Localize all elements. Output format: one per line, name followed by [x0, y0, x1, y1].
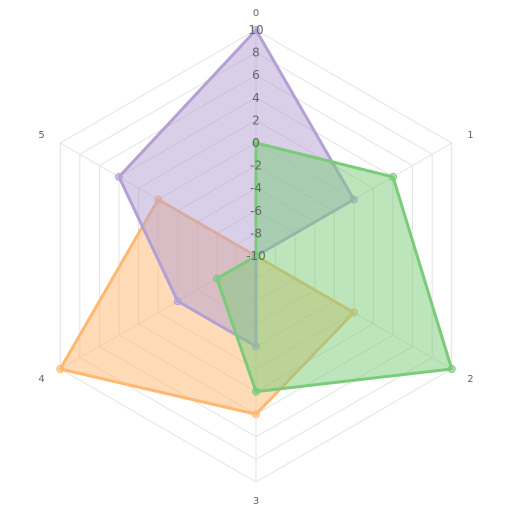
- tick-label-6: 2: [252, 113, 260, 127]
- tick-label-2: -6: [250, 204, 262, 218]
- series-0-point-4: [56, 365, 65, 373]
- series-2-point-1: [389, 172, 398, 181]
- series-1-point-0: [252, 26, 260, 34]
- axis-label-4: 4: [38, 374, 44, 385]
- tick-label-7: 4: [252, 91, 260, 105]
- axis-label-0: 0: [253, 8, 259, 19]
- tick-label-1: -8: [250, 226, 262, 240]
- series-2-point-5: [252, 252, 260, 260]
- tick-label-10: 10: [248, 23, 263, 37]
- series-1-point-4: [173, 297, 182, 306]
- axis-label-1: 1: [467, 130, 473, 141]
- series-2-point-4: [212, 274, 221, 283]
- tick-label-3: -4: [250, 181, 262, 195]
- axis-label-3: 3: [253, 496, 259, 507]
- tick-label-9: 8: [252, 46, 260, 60]
- series-2-point-2: [447, 365, 456, 373]
- tick-label-5: 0: [252, 136, 260, 150]
- axis-label-2: 2: [467, 374, 473, 385]
- axis-label-layer: 0 1 2 3 4 5: [38, 8, 473, 507]
- series-1-point-5: [114, 172, 123, 181]
- tick-label-4: -2: [250, 159, 262, 173]
- series-layer: [56, 26, 456, 419]
- axis-label-5: 5: [38, 130, 44, 141]
- tick-label-layer: -10 -8 -6 -4 -2 0 2 4 6 8 10: [246, 23, 266, 263]
- tick-label-8: 6: [252, 68, 260, 82]
- series-2-point-3: [252, 387, 260, 396]
- series-0-point-3: [252, 410, 260, 419]
- series-2-point-0: [252, 139, 260, 147]
- tick-label-0: -10: [246, 249, 266, 263]
